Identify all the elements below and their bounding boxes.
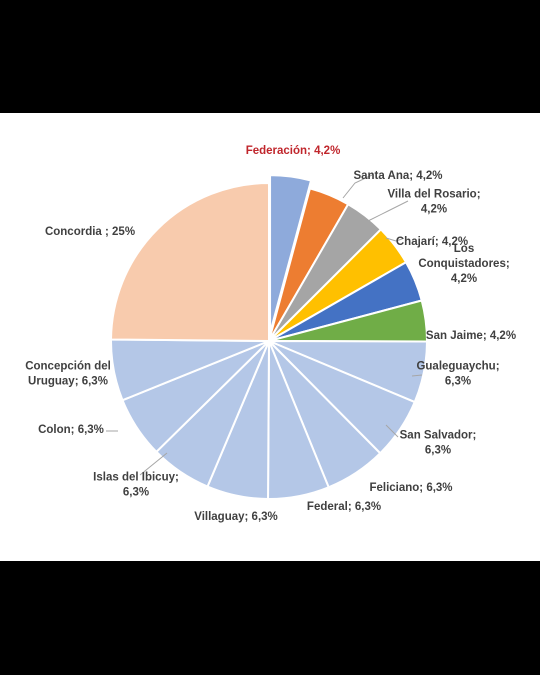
leader-lines: [106, 174, 423, 476]
leader-line: [411, 374, 423, 377]
slice-label: Islas del Ibicuy; 6,3%: [93, 472, 179, 499]
chart-card: Federación; 4,2% Santa Ana; 4,2% Villa del…: [0, 113, 540, 561]
slice-label: Gualeguaychu; 6,3%: [416, 361, 499, 388]
slice-label: Federación; 4,2%: [246, 145, 341, 157]
pie-slices: [109, 174, 429, 501]
slice-label: Villaguay; 6,3%: [194, 511, 278, 523]
slice-label: Concordia ; 25%: [45, 226, 135, 238]
slice-label: San Jaime; 4,2%: [426, 330, 516, 342]
leader-line: [139, 452, 168, 476]
slice-label: Federal; 6,3%: [307, 501, 381, 513]
leader-line: [385, 424, 399, 438]
pie-labels: Federación; 4,2% Santa Ana; 4,2% Villa del…: [25, 145, 516, 523]
slice-label: Santa Ana; 4,2%: [353, 170, 442, 182]
leader-line: [385, 237, 403, 242]
leader-line: [367, 200, 409, 222]
pie-slice-concordia: [109, 181, 270, 343]
pie-chart: Federación; 4,2% Santa Ana; 4,2% Villa del…: [25, 145, 516, 523]
slice-label: Colon; 6,3%: [38, 424, 104, 436]
leader-line: [342, 174, 373, 199]
pie-slice-federaci-n: [269, 174, 313, 334]
slice-label: Chajarí; 4,2%: [396, 236, 468, 248]
slice-label: San Salvador; 6,3%: [400, 430, 477, 457]
slice-label: Feliciano; 6,3%: [369, 482, 452, 494]
slice-label: Concepción del Uruguay; 6,3%: [25, 361, 111, 388]
slice-label: Los Conquistadores; 4,2%: [418, 243, 509, 285]
slice-label: Villa del Rosario; 4,2%: [387, 189, 480, 216]
